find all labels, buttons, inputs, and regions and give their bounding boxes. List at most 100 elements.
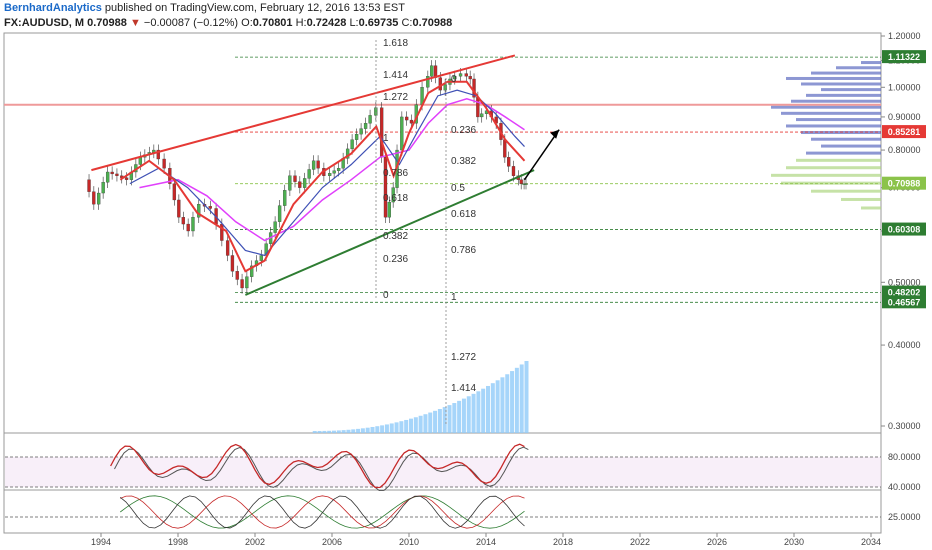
plot-frame xyxy=(3,32,882,534)
stoch-k-line xyxy=(110,443,525,489)
candle-body xyxy=(464,73,468,77)
candle-body xyxy=(368,115,372,124)
price-badge xyxy=(882,176,926,190)
x-tick-label: 1998 xyxy=(168,537,188,547)
price-tick-label: 0.40000 xyxy=(888,340,921,350)
volume-bar xyxy=(389,423,394,433)
volume-bar xyxy=(409,418,413,433)
candle-body xyxy=(293,175,297,182)
candle-body xyxy=(511,166,516,176)
candle-body xyxy=(438,77,442,91)
projection-arrow xyxy=(523,129,560,181)
stoch-band xyxy=(5,457,881,487)
candle-body xyxy=(458,73,463,77)
volume-bar xyxy=(322,430,327,433)
candle-body xyxy=(197,204,201,218)
volume-bar xyxy=(452,403,457,433)
x-tick-label: 2026 xyxy=(707,537,727,547)
candle-body xyxy=(138,157,143,165)
price-badge xyxy=(882,222,926,236)
close-value: 0.70988 xyxy=(412,17,453,29)
volume-bar xyxy=(461,398,466,433)
volume-bar xyxy=(365,427,370,433)
candle-body xyxy=(264,243,268,256)
volume-profile-bar xyxy=(796,118,881,122)
fib-level-label: 1.414 xyxy=(451,383,476,394)
candle-body xyxy=(383,157,388,218)
volume-profile-bar xyxy=(821,88,881,92)
candle-body xyxy=(230,255,235,272)
volume-bar xyxy=(394,422,399,433)
fib-level-label: 1 xyxy=(451,292,457,303)
fib-level-label: 1.618 xyxy=(383,38,408,49)
volume-bar xyxy=(466,396,471,433)
fib-level-label: 0.786 xyxy=(383,168,408,179)
volume-profile-bar xyxy=(841,197,881,201)
candle-body xyxy=(374,107,378,116)
x-tick-label: 2006 xyxy=(322,537,342,547)
volume-profile-bar xyxy=(781,111,881,115)
volume-bar xyxy=(341,430,346,433)
candle-body xyxy=(181,217,186,225)
open-value: 0.70801 xyxy=(252,17,293,29)
price-badge-label: 1.11322 xyxy=(888,52,920,62)
volume-profile-bar xyxy=(801,131,881,135)
volume-bar xyxy=(433,410,438,433)
stoch-tick-label: 80.0000 xyxy=(888,452,921,462)
price-tick-label: 1.20000 xyxy=(888,31,921,41)
volume-profile-bar xyxy=(786,124,881,128)
price-badge-label: 0.60308 xyxy=(888,225,921,235)
candle-body xyxy=(387,201,391,218)
symbol-label[interactable]: FX:AUDUSD, M xyxy=(4,17,85,29)
volume-bar xyxy=(490,383,495,433)
volume-bar xyxy=(336,430,341,433)
x-tick-label: 2014 xyxy=(476,537,496,547)
candle-body xyxy=(172,183,177,201)
last-price: 0.70988 xyxy=(87,17,127,29)
publish-info: published on TradingView.com, February 1… xyxy=(104,2,405,14)
x-tick-label: 2010 xyxy=(399,537,419,547)
volume-bar xyxy=(423,414,428,433)
candle-body xyxy=(391,187,395,203)
candle-body xyxy=(288,175,292,191)
volume-bar xyxy=(312,431,317,433)
price-tick-label: 0.50000 xyxy=(888,277,921,287)
candle-body xyxy=(235,271,239,280)
volume-bar xyxy=(500,377,505,433)
volume-profile-bar xyxy=(836,66,881,70)
candle-body xyxy=(354,133,359,140)
author-link[interactable]: BernhardAnalytics xyxy=(4,2,102,14)
volume-profile-bar xyxy=(801,82,881,86)
volume-bar xyxy=(356,428,361,433)
price-badge xyxy=(882,295,926,309)
volume-bar xyxy=(437,408,442,433)
volume-bar xyxy=(317,430,322,433)
candle-body xyxy=(277,205,282,222)
volume-bar xyxy=(418,415,423,433)
candle-body xyxy=(468,76,472,80)
candle-body xyxy=(240,279,244,289)
volume-profile-bar xyxy=(771,105,881,109)
candle-body xyxy=(124,177,129,180)
fib-level-label: 0.236 xyxy=(451,125,476,136)
x-tick-label: 2022 xyxy=(630,537,650,547)
volume-bar xyxy=(505,374,510,433)
fib-level-label: 1.414 xyxy=(383,70,408,81)
candle-body xyxy=(327,173,332,176)
price-tick-label: 0.90000 xyxy=(888,112,921,122)
candle-body xyxy=(480,113,484,118)
candle-body xyxy=(225,240,230,256)
volume-bar xyxy=(510,371,515,433)
volume-bar xyxy=(495,380,500,433)
volume-bar xyxy=(360,428,365,433)
volume-bar xyxy=(481,388,486,433)
candle-body xyxy=(503,139,507,158)
high-label: H: xyxy=(295,17,307,29)
candle-body xyxy=(316,160,320,169)
ema-slow-line xyxy=(139,97,525,242)
volume-bar xyxy=(447,405,452,433)
volume-profile-bar xyxy=(781,181,881,185)
candle-body xyxy=(476,97,480,118)
fib-level-label: 1 xyxy=(383,133,389,144)
